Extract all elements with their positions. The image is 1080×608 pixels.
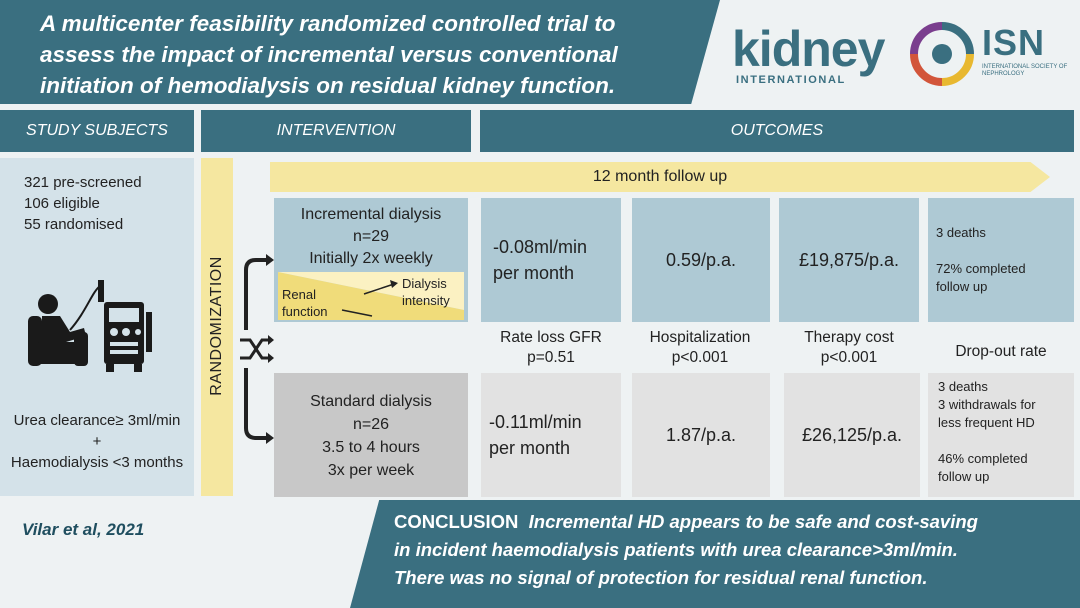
isn-logo-text: ISN xyxy=(982,22,1046,63)
subjects-counts: 321 pre-screened 106 eligible 55 randomi… xyxy=(24,172,142,235)
hosp-standard-cell: 1.87/p.a. xyxy=(632,373,770,497)
criteria-urea: Urea clearance≥ 3ml/min xyxy=(13,412,181,429)
conclusion-text: CONCLUSION Incremental HD appears to be … xyxy=(394,508,1074,592)
kidney-international-logo: kidney xyxy=(732,21,885,77)
conclusion-line-1: Incremental HD appears to be safe and co… xyxy=(528,511,978,532)
cost-standard-cell: £26,125/p.a. xyxy=(784,373,920,497)
subjects-criteria: Urea clearance≥ 3ml/min + Haemodialysis … xyxy=(0,410,194,473)
branch-arrows-icon xyxy=(240,254,274,444)
hosp-p: p<0.001 xyxy=(671,349,729,366)
header-outcomes: OUTCOMES xyxy=(480,110,1074,152)
citation: Vilar et al, 2021 xyxy=(22,520,145,539)
dropout-std-deaths: 3 deaths xyxy=(938,379,988,394)
header-study-subjects: STUDY SUBJECTS xyxy=(0,110,194,152)
subjects-prescreened: 321 pre-screened xyxy=(24,174,142,191)
gfr-p: p=0.51 xyxy=(527,349,575,366)
standard-hours: 3.5 to 4 hours xyxy=(322,439,420,456)
standard-frequency: 3x per week xyxy=(327,462,415,479)
renal-line-2: function xyxy=(282,304,328,319)
header-intervention: INTERVENTION xyxy=(201,110,471,152)
incremental-dialysis-text: Incremental dialysis n=29 Initially 2x w… xyxy=(274,204,468,270)
conclusion-line-2: in incident haemodialysis patients with … xyxy=(394,539,958,560)
dropout-std-less-frequent: less frequent HD xyxy=(938,415,1035,430)
isn-logo-sub: INTERNATIONAL SOCIETY OF NEPHROLOGY xyxy=(982,64,1068,77)
dropout-std-withdrawals: 3 withdrawals for xyxy=(938,397,1036,412)
hosp-title: Hospitalization xyxy=(649,329,751,346)
hosp-label: Hospitalization p<0.001 xyxy=(630,328,770,368)
dialysis-line-1: Dialysis xyxy=(402,276,447,291)
cost-title: Therapy cost xyxy=(804,329,894,346)
conclusion-lead: CONCLUSION xyxy=(394,511,519,532)
gfr-standard-cell: -0.11ml/min per month xyxy=(481,373,621,497)
cost-label: Therapy cost p<0.001 xyxy=(779,328,919,368)
kidney-international-logo-sub: INTERNATIONAL xyxy=(736,74,846,86)
criteria-haemodialysis: Haemodialysis <3 months xyxy=(10,454,184,471)
title-line-1: A multicenter feasibility randomized con… xyxy=(40,11,616,36)
randomization-bar xyxy=(201,158,233,496)
dropout-std-followup: follow up xyxy=(938,469,990,484)
gfr-incremental-unit: per month xyxy=(493,263,575,283)
dropout-incr-deaths: 3 deaths xyxy=(936,225,986,240)
standard-dialysis-text: Standard dialysis n=26 3.5 to 4 hours 3x… xyxy=(274,390,468,482)
subjects-randomised: 55 randomised xyxy=(24,216,124,233)
gfr-standard-value: -0.11ml/min xyxy=(489,412,582,432)
incremental-title: Incremental dialysis xyxy=(300,206,442,223)
page-title: A multicenter feasibility randomized con… xyxy=(40,8,700,101)
dropout-incremental-cell: 3 deaths 72% completed follow up xyxy=(928,198,1074,322)
gfr-incremental-value: -0.08ml/min xyxy=(493,237,588,257)
cost-incremental-cell: £19,875/p.a. xyxy=(779,198,919,322)
dropout-label: Drop-out rate xyxy=(955,343,1047,360)
gfr-incremental-cell: -0.08ml/min per month xyxy=(481,198,621,322)
isn-logo-icon xyxy=(910,22,974,86)
conclusion-line-3: There was no signal of protection for re… xyxy=(394,567,928,588)
subjects-eligible: 106 eligible xyxy=(24,195,100,212)
randomization-label: RANDOMIZATION xyxy=(208,256,225,396)
cost-p: p<0.001 xyxy=(820,349,878,366)
followup-arrow: 12 month follow up xyxy=(270,162,1050,192)
conclusion-banner xyxy=(350,500,1080,608)
renal-dialysis-graph xyxy=(278,272,464,320)
standard-dialysis-box xyxy=(274,373,468,497)
gfr-standard-unit: per month xyxy=(489,438,571,458)
renal-function-label: Renal function xyxy=(282,286,328,320)
dropout-incr-completed: 72% completed xyxy=(936,261,1026,276)
title-line-3: initiation of hemodialysis on residual k… xyxy=(40,73,616,98)
dialysis-intensity-label: Dialysis intensity xyxy=(402,275,450,309)
dialysis-patient-icon xyxy=(28,280,152,372)
hosp-incremental-cell: 0.59/p.a. xyxy=(632,198,770,322)
standard-n: n=26 xyxy=(352,416,390,433)
renal-line-1: Renal xyxy=(282,287,316,302)
criteria-plus: + xyxy=(92,433,102,450)
gfr-title: Rate loss GFR xyxy=(500,329,602,346)
dropout-incr-followup: follow up xyxy=(936,279,988,294)
dropout-standard-cell: 3 deaths 3 withdrawals for less frequent… xyxy=(928,373,1074,497)
gfr-label: Rate loss GFR p=0.51 xyxy=(481,328,621,368)
dialysis-line-2: intensity xyxy=(402,293,450,308)
dropout-std-completed: 46% completed xyxy=(938,451,1028,466)
title-line-2: assess the impact of incremental versus … xyxy=(40,42,618,67)
incremental-n: n=29 xyxy=(352,228,390,245)
standard-title: Standard dialysis xyxy=(310,393,432,410)
title-banner xyxy=(0,0,720,104)
incremental-frequency: Initially 2x weekly xyxy=(309,250,433,267)
